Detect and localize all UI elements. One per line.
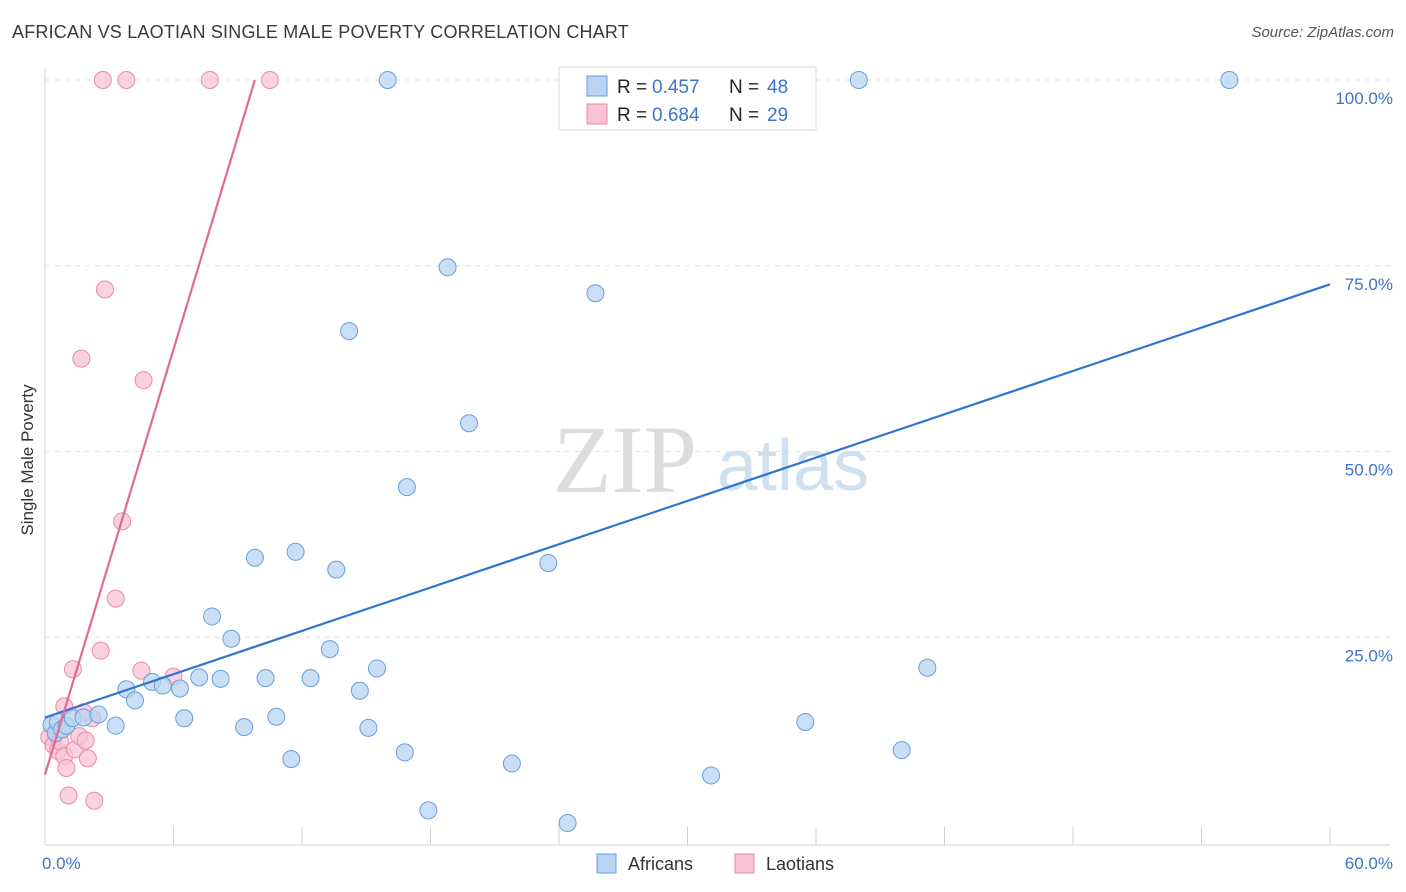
africans-point-33 (395, 743, 414, 762)
laotians-point-13 (78, 749, 97, 768)
africans-point-27 (327, 560, 346, 579)
legend-n-label-africans: N = (729, 77, 759, 98)
africans-point-38 (502, 754, 521, 773)
africans-point-35 (419, 801, 438, 820)
africans-point-42 (702, 766, 721, 785)
x-tick-label-0: 0.0% (42, 854, 81, 873)
y-tick-label-1: 50.0% (1345, 461, 1393, 480)
chart-title: AFRICAN VS LAOTIAN SINGLE MALE POVERTY C… (12, 22, 630, 42)
africans-point-39 (539, 553, 558, 572)
africans-point-37 (460, 414, 479, 433)
africans-point-43 (796, 712, 815, 731)
y-tick-label-2: 75.0% (1345, 275, 1393, 294)
laotians-trend-line (43, 79, 256, 776)
africans-point-19 (235, 718, 254, 737)
africans-point-28 (340, 322, 359, 341)
legend-r-label-africans: R = (617, 77, 647, 98)
africans-point-18 (222, 629, 241, 648)
watermark-zip: ZIP (553, 406, 697, 513)
africans-point-26 (320, 640, 339, 659)
legend-n-label-laotians: N = (729, 105, 759, 126)
africans-point-32 (378, 71, 397, 89)
africans-point-7 (89, 705, 108, 724)
africans-point-13 (170, 679, 189, 698)
series-legend-swatch-laotians (734, 853, 755, 874)
laotians-point-25 (200, 71, 219, 89)
source-credit: Source: ZipAtlas.com (1251, 24, 1394, 41)
laotians-point-6 (57, 759, 76, 778)
laotians-point-21 (117, 71, 136, 89)
legend-n-value-africans: 48 (767, 77, 788, 98)
laotians-point-19 (106, 589, 125, 608)
africans-points (42, 71, 1239, 832)
laotians-point-7 (59, 786, 78, 805)
axes (44, 68, 1390, 846)
legend-swatch-africans (586, 75, 608, 97)
africans-point-34 (397, 478, 416, 497)
africans-point-21 (256, 669, 275, 688)
legend-swatch-laotians (586, 103, 608, 125)
africans-point-24 (286, 542, 305, 561)
africans-point-15 (190, 668, 209, 687)
africans-point-20 (245, 548, 264, 567)
africans-point-30 (359, 718, 378, 737)
legend-r-value-laotians: 0.684 (652, 105, 700, 126)
laotians-point-15 (85, 791, 104, 810)
africans-point-45 (892, 741, 911, 760)
africans-point-41 (586, 284, 605, 303)
africans-point-14 (175, 709, 194, 728)
africans-point-6 (74, 708, 93, 727)
africans-point-10 (125, 691, 144, 710)
grid-lines (45, 79, 1390, 638)
africans-point-40 (558, 814, 577, 832)
series-legend-label-laotians: Laotians (766, 854, 834, 874)
series-legend-swatch-africans (596, 853, 617, 874)
laotians-points (40, 71, 279, 810)
africans-point-31 (367, 659, 386, 678)
legend-r-label-laotians: R = (617, 105, 647, 126)
africans-point-47 (1220, 71, 1239, 89)
africans-point-36 (438, 258, 457, 277)
x-tick-label-1: 60.0% (1345, 854, 1393, 873)
africans-point-29 (350, 681, 369, 700)
africans-point-25 (301, 669, 320, 688)
laotians-point-23 (134, 371, 153, 390)
laotians-point-12 (76, 731, 95, 750)
africans-point-23 (282, 750, 301, 769)
stats-legend: R = 0.457 N = 48 R = 0.684 N = 29 (558, 66, 817, 131)
series-legend-label-africans: Africans (628, 854, 693, 874)
x-tick-labels: 0.0% 60.0% (42, 854, 1393, 873)
africans-point-22 (267, 707, 286, 726)
y-tick-label-0: 25.0% (1345, 646, 1393, 665)
africans-trend-line (44, 283, 1331, 719)
laotians-point-18 (95, 280, 114, 299)
laotians-point-16 (91, 641, 110, 660)
laotians-point-22 (132, 661, 151, 680)
africans-point-16 (203, 607, 222, 626)
africans-point-44 (849, 71, 868, 89)
y-tick-label-3: 100.0% (1335, 89, 1393, 108)
africans-point-8 (106, 716, 125, 735)
legend-n-value-laotians: 29 (767, 105, 788, 126)
africans-point-17 (211, 669, 230, 688)
y-tick-labels: 25.0% 50.0% 75.0% 100.0% (1335, 89, 1393, 665)
laotians-point-26 (260, 71, 279, 89)
laotians-point-17 (93, 71, 112, 89)
africans-point-46 (918, 658, 937, 677)
trend-lines (43, 79, 1331, 776)
legend-r-value-africans: 0.457 (652, 77, 700, 98)
series-legend: Africans Laotians (596, 853, 834, 874)
laotians-point-11 (72, 349, 91, 368)
